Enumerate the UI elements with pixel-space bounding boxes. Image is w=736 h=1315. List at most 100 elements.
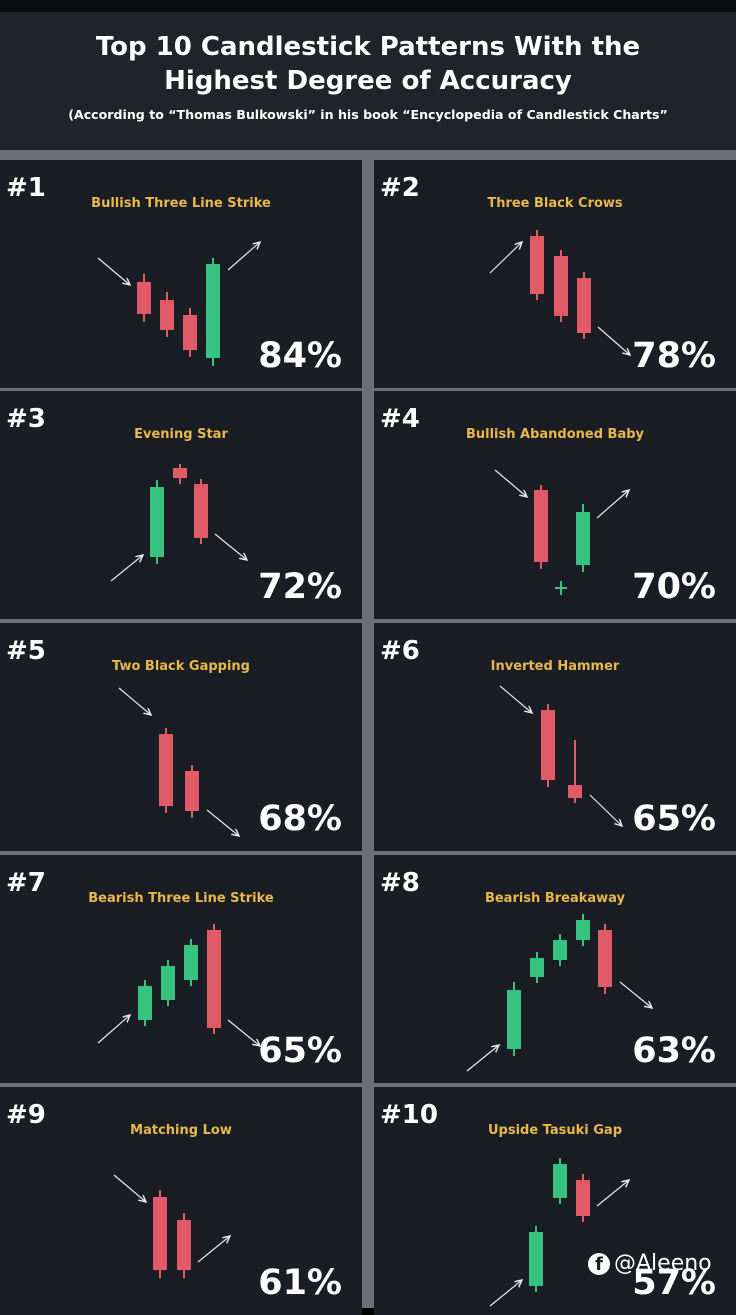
- pattern-name: Upside Tasuki Gap: [487, 1123, 623, 1138]
- trend-arrow: [110, 555, 143, 582]
- bullish-candle-body: [529, 1232, 543, 1286]
- trend-arrow: [489, 1280, 522, 1307]
- pattern-name: Two Black Gapping: [112, 659, 250, 674]
- trend-arrow: [197, 1236, 230, 1263]
- title-line-2: Highest Degree of Accuracy: [164, 66, 572, 96]
- bearish-candle-body: [534, 490, 548, 562]
- bearish-candle-body: [183, 315, 197, 350]
- bearish-candle-body: [185, 771, 199, 811]
- pattern-card-9: #9 Matching Low 61%: [0, 1087, 362, 1315]
- bullish-candle-body: [150, 487, 164, 557]
- bearish-candle-body: [173, 468, 187, 478]
- bullish-candle-body: [184, 945, 198, 980]
- bullish-candle-body: [553, 940, 567, 960]
- trend-arrow: [118, 687, 151, 715]
- rank-label: #1: [6, 173, 46, 203]
- pattern-card-8: #8 Bearish Breakaway 63%: [374, 855, 736, 1083]
- trend-arrow: [227, 242, 260, 271]
- accuracy-value: 68%: [258, 799, 342, 839]
- candlestick-illustration: [489, 1158, 736, 1307]
- accuracy-value: 70%: [632, 567, 716, 607]
- bearish-candle-body: [160, 300, 174, 330]
- trend-arrow: [596, 1180, 629, 1207]
- rank-label: #2: [380, 173, 420, 203]
- bullish-candle-body: [530, 958, 544, 977]
- bearish-candle-body: [194, 484, 208, 538]
- pattern-card-7: #7 Bearish Three Line Strike 65%: [0, 855, 362, 1083]
- pattern-card-6: #6 Inverted Hammer 65%: [374, 623, 736, 851]
- pattern-card-10: #10 Upside Tasuki Gap 57%: [374, 1087, 736, 1315]
- trend-arrow: [596, 490, 629, 519]
- bearish-candle-body: [541, 710, 555, 780]
- accuracy-value: 78%: [632, 336, 716, 376]
- bearish-candle-body: [207, 930, 221, 1028]
- candlestick-illustration: [110, 464, 362, 582]
- trend-arrow: [589, 794, 622, 826]
- accuracy-value: 84%: [258, 336, 342, 376]
- trend-arrow: [227, 1019, 260, 1046]
- bullish-candle-body: [507, 990, 521, 1049]
- candlestick-illustration: [113, 1174, 362, 1278]
- pattern-name: Evening Star: [134, 427, 228, 442]
- page-subtitle: (According to “Thomas Bulkowski” in his …: [68, 107, 668, 122]
- accuracy-value: 65%: [258, 1031, 342, 1071]
- pattern-name: Bullish Three Line Strike: [91, 196, 271, 211]
- pattern-name: Bullish Abandoned Baby: [465, 427, 645, 442]
- top-bar: [0, 0, 736, 12]
- accuracy-value: 72%: [258, 567, 342, 607]
- accuracy-value: 65%: [632, 799, 716, 839]
- trend-arrow: [113, 1174, 146, 1202]
- bearish-candle-body: [576, 1180, 590, 1216]
- trend-arrow: [489, 242, 522, 274]
- candlestick-illustration: [489, 230, 736, 388]
- pattern-name: Inverted Hammer: [490, 659, 620, 674]
- rank-label: #9: [6, 1100, 46, 1130]
- bearish-candle-body: [177, 1220, 191, 1270]
- bearish-candle-body: [137, 282, 151, 314]
- trend-arrow: [97, 1015, 130, 1044]
- rank-label: #8: [380, 868, 420, 898]
- trend-arrow: [214, 533, 247, 560]
- pattern-name: Bearish Breakaway: [484, 891, 626, 906]
- bullish-candle-body: [138, 986, 152, 1020]
- rank-label: #6: [380, 636, 420, 666]
- rank-label: #10: [380, 1100, 438, 1130]
- candlestick-illustration: [466, 914, 736, 1072]
- rank-label: #3: [6, 404, 46, 434]
- bullish-candle-body: [576, 920, 590, 940]
- watermark: f @Aleeno: [588, 1250, 712, 1278]
- trend-arrow: [494, 469, 527, 497]
- bearish-candle-body: [568, 785, 582, 798]
- rank-label: #4: [380, 404, 420, 434]
- bullish-candle-body: [553, 1164, 567, 1198]
- candlestick-illustration: [97, 160, 362, 366]
- bullish-candle-body: [206, 264, 220, 358]
- trend-arrow: [206, 809, 239, 836]
- accuracy-value: 61%: [258, 1263, 342, 1303]
- bullish-candle-body: [576, 512, 590, 565]
- accuracy-value: 63%: [632, 1031, 716, 1071]
- candlestick-illustration: [494, 469, 736, 595]
- watermark-handle: @Aleeno: [614, 1251, 712, 1276]
- trend-arrow: [97, 257, 130, 285]
- bearish-candle-body: [530, 236, 544, 294]
- page-title: Top 10 Candlestick Patterns With the Hig…: [0, 30, 736, 98]
- pattern-card-5: #5 Two Black Gapping 68%: [0, 623, 362, 851]
- bearish-candle-body: [577, 278, 591, 333]
- bearish-candle-body: [598, 930, 612, 987]
- bearish-candle-body: [554, 256, 568, 316]
- candlestick-illustration: [97, 924, 362, 1083]
- pattern-name: Bearish Three Line Strike: [88, 891, 274, 906]
- pattern-card-4: #4 Bullish Abandoned Baby 70%: [374, 391, 736, 619]
- bearish-candle-body: [153, 1197, 167, 1270]
- title-line-1: Top 10 Candlestick Patterns With the: [95, 32, 641, 62]
- accuracy-value: 57%: [632, 1263, 716, 1303]
- trend-arrow: [466, 1045, 499, 1072]
- trend-arrow: [619, 981, 652, 1008]
- pattern-name: Matching Low: [130, 1123, 232, 1138]
- facebook-icon: f: [588, 1253, 610, 1275]
- rank-label: #7: [6, 868, 46, 898]
- pattern-card-3: #3 Evening Star 72%: [0, 391, 362, 619]
- bullish-candle-body: [161, 966, 175, 1000]
